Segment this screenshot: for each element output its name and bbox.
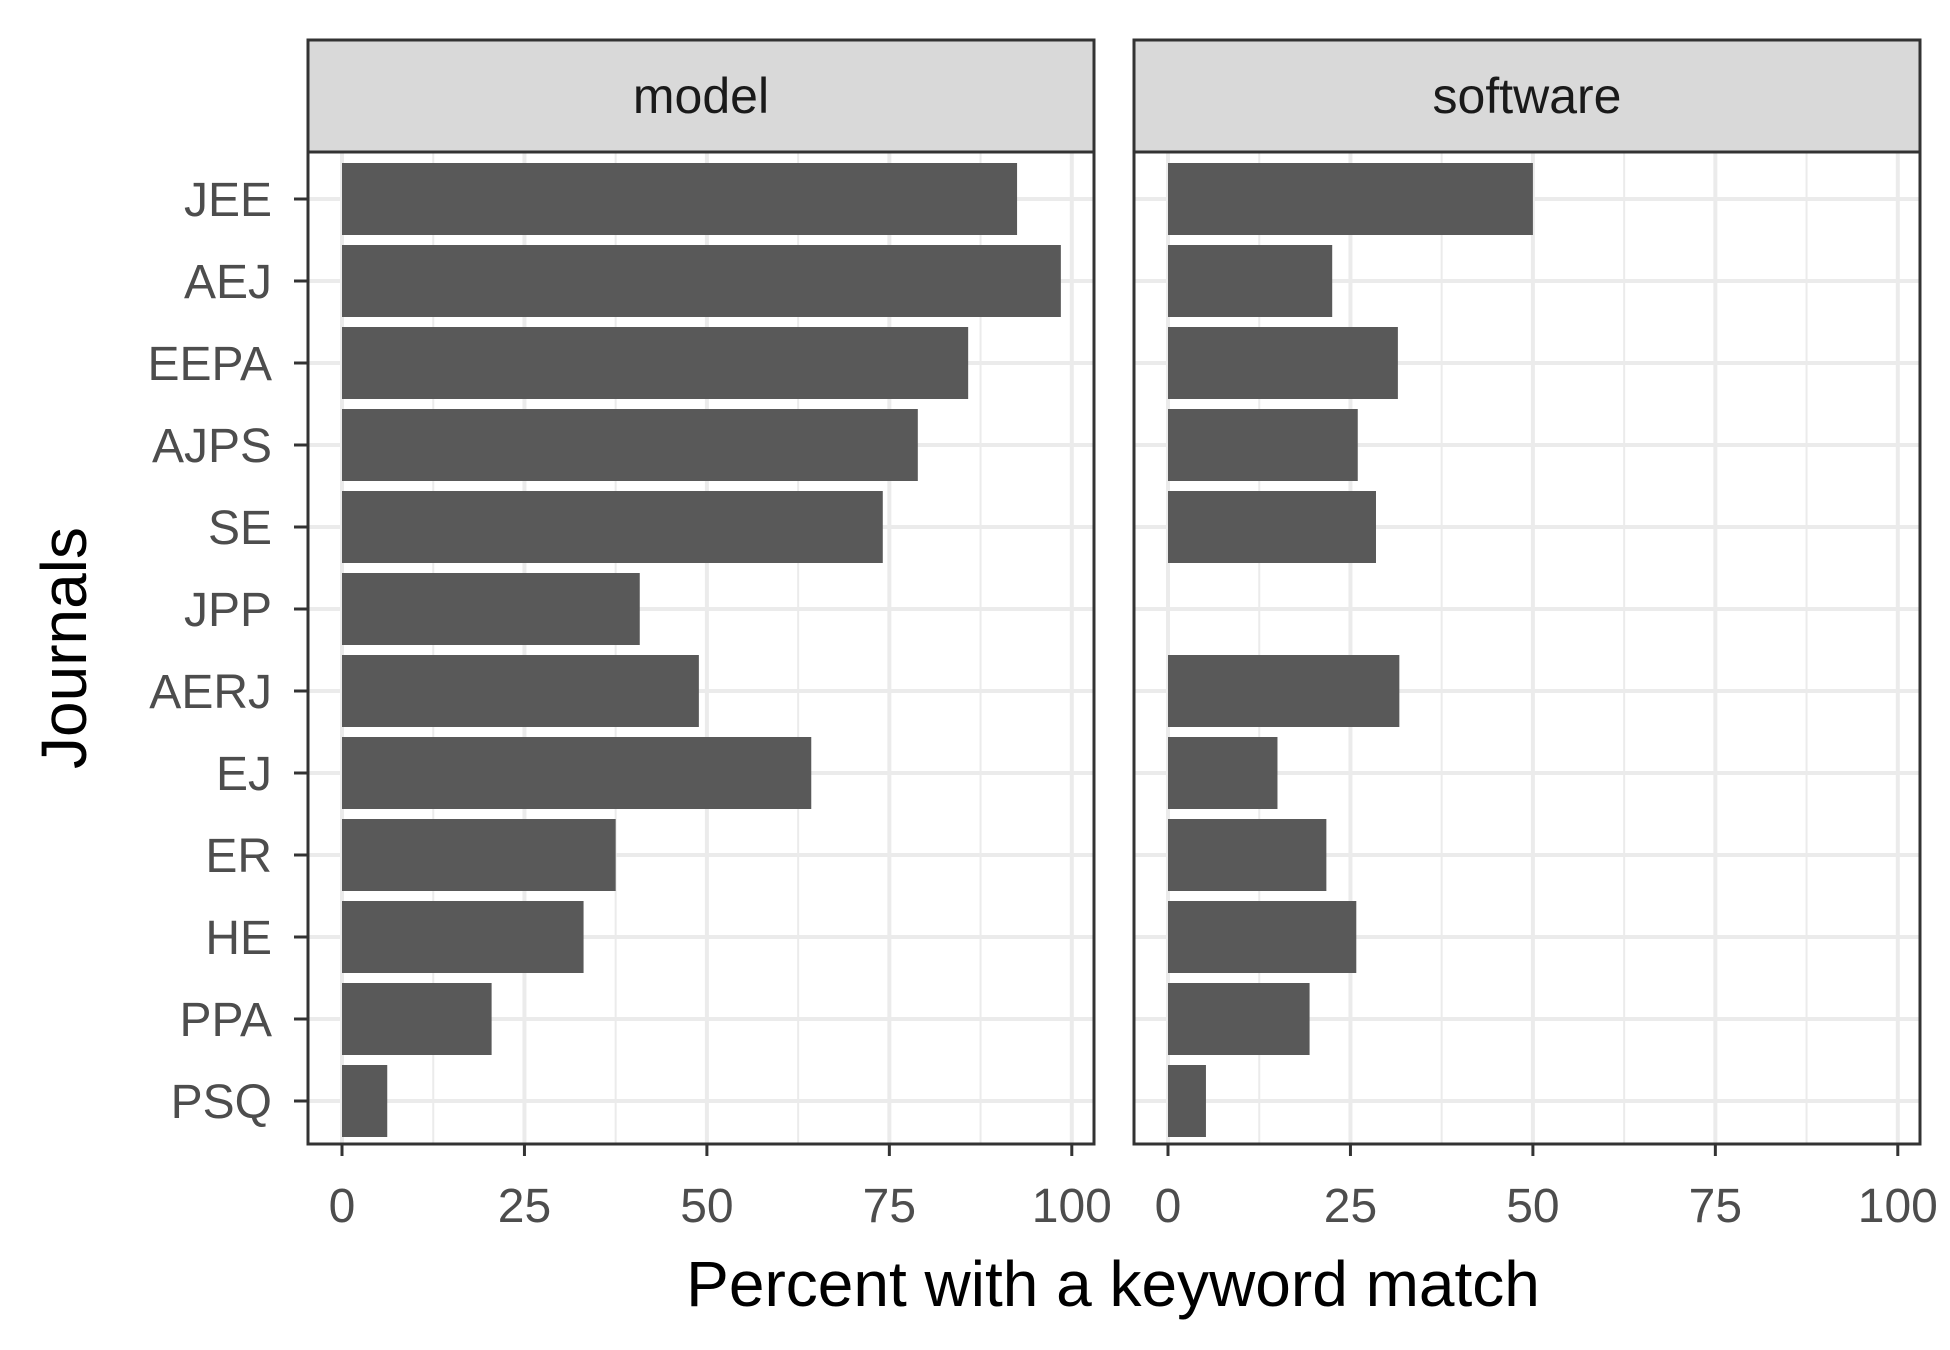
facet-panels: model 0 25 50 75 100 software 0 25 50 75 100	[306, 38, 1938, 1233]
facet-software: software 0 25 50 75 100	[1132, 38, 1938, 1233]
y-tick-label: PPA	[180, 994, 272, 1047]
bar-se	[1168, 491, 1376, 563]
panel-background	[308, 152, 1094, 1144]
bar-ajps	[342, 409, 918, 481]
bar-aej	[1168, 245, 1333, 317]
bar-ppa	[342, 983, 492, 1055]
y-tick-label: ER	[205, 830, 272, 883]
x-tick-label: 50	[1506, 1180, 1559, 1233]
bar-ppa	[1168, 983, 1310, 1055]
y-tick-label: JPP	[184, 584, 272, 637]
bar-jee	[342, 163, 1018, 235]
bar-er	[1168, 819, 1327, 891]
facet-strip-label: software	[1433, 68, 1622, 124]
bar-eepa	[342, 327, 969, 399]
facet-strip	[1132, 38, 1922, 154]
panel-background	[1134, 152, 1920, 1144]
facet-model: model 0 25 50 75 100	[306, 38, 1112, 1233]
bar-he	[342, 901, 584, 973]
y-tick-label: EJ	[216, 748, 272, 801]
bar-psq	[1168, 1065, 1206, 1137]
bar-ej	[342, 737, 812, 809]
y-tick-label: JEE	[184, 174, 272, 227]
bar-he	[1168, 901, 1357, 973]
facet-strip	[306, 38, 1096, 154]
bar-jee	[1168, 163, 1533, 235]
x-tick-label: 75	[863, 1180, 916, 1233]
y-tick-label: HE	[205, 912, 272, 965]
y-tick-label: AERJ	[149, 666, 272, 719]
y-tick-label: PSQ	[171, 1076, 272, 1129]
x-tick-label: 25	[1324, 1180, 1377, 1233]
bar-jpp	[342, 573, 640, 645]
x-tick-label: 100	[1858, 1180, 1938, 1233]
x-tick-label: 25	[498, 1180, 551, 1233]
x-tick-label: 75	[1689, 1180, 1742, 1233]
bar-er	[342, 819, 616, 891]
bar-psq	[342, 1065, 388, 1137]
y-axis: JEE AEJ EEPA AJPS SE JPP AERJ EJ ER HE PPA PSQ	[148, 174, 308, 1129]
y-tick-label: AJPS	[152, 420, 272, 473]
bar-ajps	[1168, 409, 1358, 481]
bar-aerj	[342, 655, 699, 727]
y-tick-label: SE	[208, 502, 272, 555]
x-tick-label: 50	[680, 1180, 733, 1233]
bar-aej	[342, 245, 1061, 317]
x-tick-label: 0	[329, 1180, 356, 1233]
x-tick-label: 100	[1032, 1180, 1112, 1233]
facet-strip-label: model	[633, 68, 769, 124]
y-axis-title: Journals	[28, 527, 100, 769]
y-tick-label: AEJ	[184, 256, 272, 309]
x-tick-label: 0	[1155, 1180, 1182, 1233]
bar-se	[342, 491, 883, 563]
bar-eepa	[1168, 327, 1398, 399]
bar-ej	[1168, 737, 1278, 809]
y-tick-label: EEPA	[148, 338, 273, 391]
bar-aerj	[1168, 655, 1400, 727]
x-axis-title: Percent with a keyword match	[686, 1248, 1540, 1320]
